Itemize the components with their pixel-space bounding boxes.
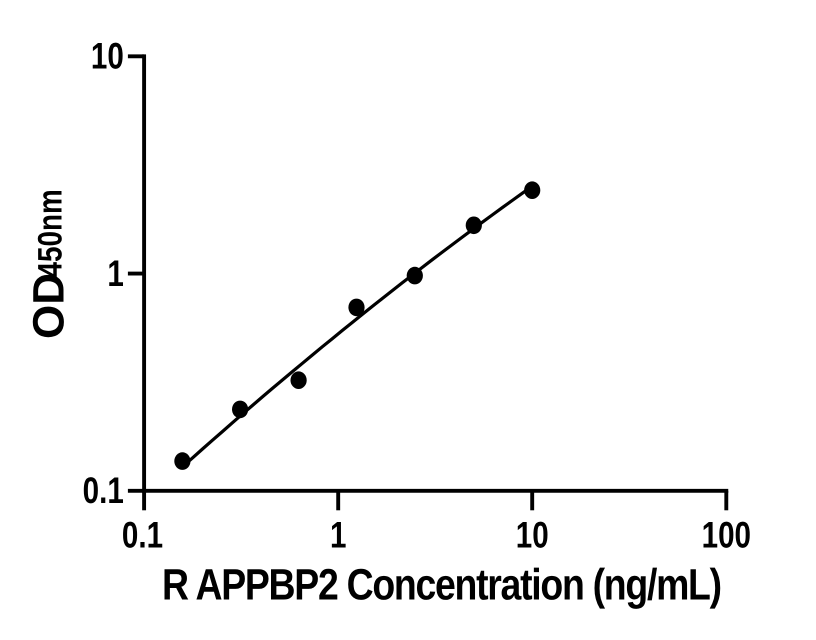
svg-text:450nm: 450nm: [32, 189, 70, 277]
svg-text:0.1: 0.1: [83, 470, 124, 511]
svg-text:100: 100: [702, 514, 751, 555]
svg-text:OD: OD: [25, 273, 74, 339]
svg-text:10: 10: [516, 514, 549, 555]
svg-text:0.1: 0.1: [122, 514, 163, 555]
svg-text:10: 10: [91, 36, 124, 77]
svg-text:1: 1: [330, 514, 346, 555]
svg-text:R APPBP2 Concentration (ng/mL): R APPBP2 Concentration (ng/mL): [162, 560, 721, 609]
svg-text:1: 1: [107, 253, 123, 294]
